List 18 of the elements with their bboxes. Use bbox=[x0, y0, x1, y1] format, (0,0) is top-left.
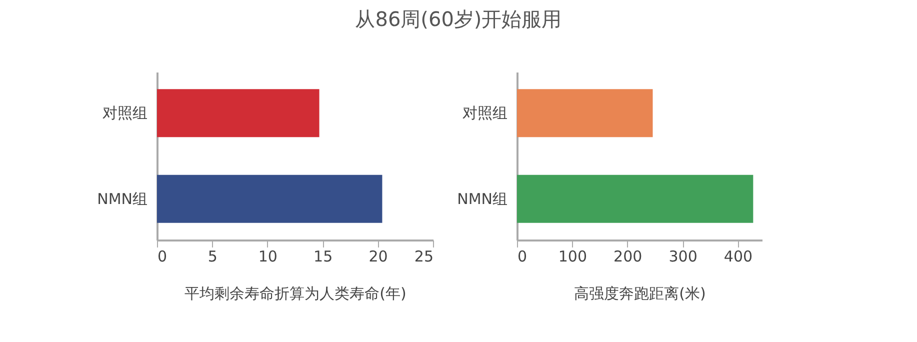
x-axis-title: 平均剩余寿命折算为人类寿命(年) bbox=[184, 284, 406, 302]
x-tick-label: 0 bbox=[518, 248, 528, 266]
x-tick-label: 300 bbox=[668, 248, 698, 266]
x-tick-label: 400 bbox=[724, 248, 753, 266]
x-tick-label: 100 bbox=[558, 248, 587, 266]
y-tick-label: NMN组 bbox=[97, 190, 148, 208]
x-tick-label: 200 bbox=[614, 248, 642, 266]
x-tick-label: 20 bbox=[368, 248, 388, 266]
x-tick-label: 25 bbox=[414, 248, 434, 266]
y-tick-label: NMN组 bbox=[457, 190, 508, 208]
y-tick-label: 对照组 bbox=[102, 104, 148, 122]
x-tick-label: 5 bbox=[208, 248, 218, 266]
x-axis-title: 高强度奔跑距离(米) bbox=[574, 284, 706, 302]
x-tick-label: 0 bbox=[158, 248, 168, 266]
x-tick-label: 10 bbox=[258, 248, 278, 266]
y-tick-label: 对照组 bbox=[462, 104, 508, 122]
chart-title: 从86周(60岁)开始服用 bbox=[354, 6, 563, 33]
x-tick-label: 15 bbox=[314, 248, 333, 266]
